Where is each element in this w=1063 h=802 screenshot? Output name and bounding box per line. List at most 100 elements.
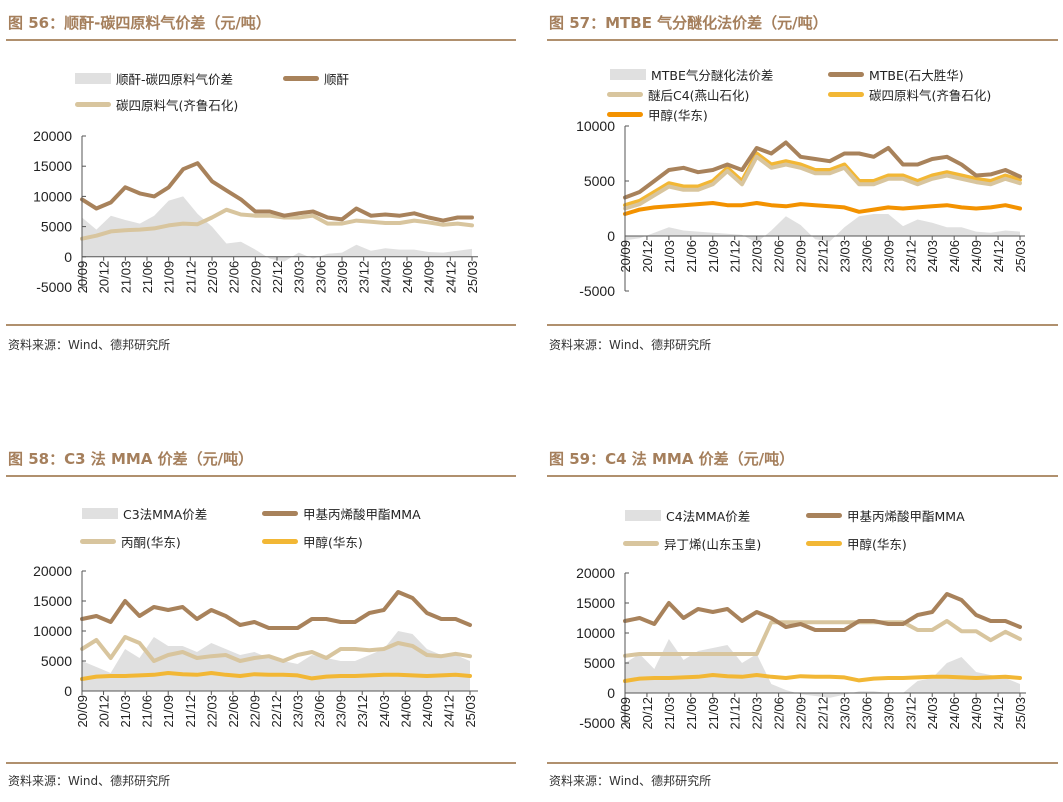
legend-swatch [806, 541, 842, 546]
x-tick-label: 23/09 [335, 261, 350, 294]
series-line-2 [623, 619, 1022, 658]
x-tick-label: 21/03 [118, 261, 133, 294]
chart-58-source: 资料来源：Wind、德邦研究所 [8, 774, 171, 788]
legend-swatch [806, 513, 842, 518]
y-tick-label: 10000 [33, 188, 72, 204]
x-tick-label: 21/12 [728, 697, 743, 730]
series-area-0 [625, 639, 1020, 698]
chart-56-plot: 20000 15000 10000 5000 0 -5000 20/09 20/12 21/03… [33, 128, 480, 295]
y-tick-label: 5000 [584, 173, 615, 189]
legend-label: 甲醇(华东) [847, 537, 907, 552]
y-tick-label: 0 [64, 249, 72, 265]
x-tick-label: 21/03 [118, 695, 133, 728]
x-tick-label: 21/06 [684, 697, 699, 730]
legend-label: C3法MMA价差 [123, 507, 208, 522]
x-tick-label: 23/06 [859, 697, 874, 730]
chart-57-legend-c4: 碳四原料气(齐鲁石化) [828, 85, 991, 104]
series-line-3 [623, 673, 1022, 683]
chart-56-title-rule [6, 39, 516, 41]
x-tick-label: 22/06 [772, 697, 787, 730]
series-line-3 [623, 151, 1022, 208]
legend-swatch [828, 72, 864, 77]
chart-56-legend-ma: 顺酐 [283, 69, 349, 88]
chart-59-legend-mma: 甲基丙烯酸甲酯MMA [806, 506, 965, 525]
chart-57-legend-methanol: 甲醇(华东) [607, 105, 708, 124]
x-tick-label: 24/12 [441, 695, 456, 728]
x-tick-label: 22/12 [816, 240, 831, 273]
series-line-1 [80, 161, 474, 223]
legend-swatch [623, 541, 659, 546]
x-tick-label: 23/06 [313, 261, 328, 294]
y-tick-label: 5000 [584, 655, 615, 671]
chart-57-legend-mtbe: MTBE(石大胜华) [828, 65, 964, 84]
legend-swatch [75, 102, 111, 107]
chart-56-source-rule [6, 324, 516, 326]
x-tick-label: 21/09 [162, 261, 177, 294]
x-tick-label: 25/03 [463, 695, 478, 728]
x-tick-label: 25/03 [1013, 697, 1028, 730]
x-tick-label: 21/03 [662, 240, 677, 273]
y-tick-label: 5000 [41, 219, 72, 235]
x-tick-label: 21/09 [161, 695, 176, 728]
y-tick-label: 10000 [33, 623, 72, 639]
y-tick-label: 10000 [576, 625, 615, 641]
x-tick-label: 21/09 [706, 697, 721, 730]
y-tick-label: 20000 [33, 563, 72, 579]
legend-label: 甲基丙烯酸甲酯MMA [303, 507, 421, 522]
y-tick-label: 20000 [33, 128, 72, 144]
chart-58-legend-methanol: 甲醇(华东) [262, 532, 363, 551]
x-tick-label: 21/06 [684, 240, 699, 273]
chart-59-legend-spread: C4法MMA价差 [625, 506, 750, 525]
legend-label: C4法MMA价差 [666, 509, 751, 524]
x-tick-label: 23/03 [291, 695, 306, 728]
chart-57-title: 图 57：MTBE 气分醚化法价差（元/吨） [549, 14, 828, 32]
x-tick-label: 21/06 [140, 261, 155, 294]
x-tick-label: 24/09 [422, 261, 437, 294]
legend-label: MTBE气分醚化法价差 [651, 68, 774, 83]
x-tick-label: 23/06 [312, 695, 327, 728]
x-tick-label: 21/12 [728, 240, 743, 273]
x-tick-label: 22/09 [794, 240, 809, 273]
chart-59-source-rule [547, 762, 1058, 764]
x-tick-label: 24/09 [969, 697, 984, 730]
y-tick-label: 15000 [33, 158, 72, 174]
chart-58-legend-spread: C3法MMA价差 [82, 504, 207, 523]
y-tick-label: -5000 [579, 715, 615, 731]
x-tick-label: 23/09 [881, 240, 896, 273]
x-tick-label: 23/12 [903, 697, 918, 730]
series-area-0 [82, 196, 472, 262]
legend-label: 异丁烯(山东玉皇) [664, 537, 762, 552]
x-tick-label: 22/12 [269, 695, 284, 728]
x-tick-label: 20/09 [75, 261, 90, 294]
y-tick-label: -5000 [36, 279, 72, 295]
y-tick-label: 20000 [576, 565, 615, 581]
chart-56-source: 资料来源：Wind、德邦研究所 [8, 338, 171, 352]
x-tick-label: 25/03 [1013, 240, 1028, 273]
chart-57-legend-ether-c4: 醚后C4(燕山石化) [607, 85, 749, 104]
x-tick-label: 22/06 [226, 695, 241, 728]
x-tick-label: 20/12 [97, 261, 112, 294]
x-tick-label: 24/12 [991, 240, 1006, 273]
x-tick-label: 21/06 [140, 695, 155, 728]
series-line-2 [623, 154, 1022, 211]
chart-57-legend-spread: MTBE气分醚化法价差 [610, 65, 773, 84]
legend-swatch [262, 539, 298, 544]
x-tick-label: 20/12 [640, 240, 655, 273]
series-line-4 [623, 201, 1022, 216]
x-tick-label: 20/09 [618, 697, 633, 730]
series-area-0 [82, 631, 470, 691]
series-line-2 [80, 635, 472, 663]
x-tick-label: 22/03 [750, 240, 765, 273]
x-tick-label: 23/06 [859, 240, 874, 273]
chart-59-source: 资料来源：Wind、德邦研究所 [549, 774, 712, 788]
legend-swatch [80, 539, 116, 544]
x-tick-label: 24/06 [400, 261, 415, 294]
x-tick-label: 24/06 [947, 240, 962, 273]
x-tick-label: 20/09 [618, 240, 633, 273]
x-tick-label: 22/03 [205, 261, 220, 294]
x-tick-label: 22/03 [204, 695, 219, 728]
legend-label: 甲基丙烯酸甲酯MMA [847, 509, 965, 524]
x-tick-label: 21/12 [183, 695, 198, 728]
